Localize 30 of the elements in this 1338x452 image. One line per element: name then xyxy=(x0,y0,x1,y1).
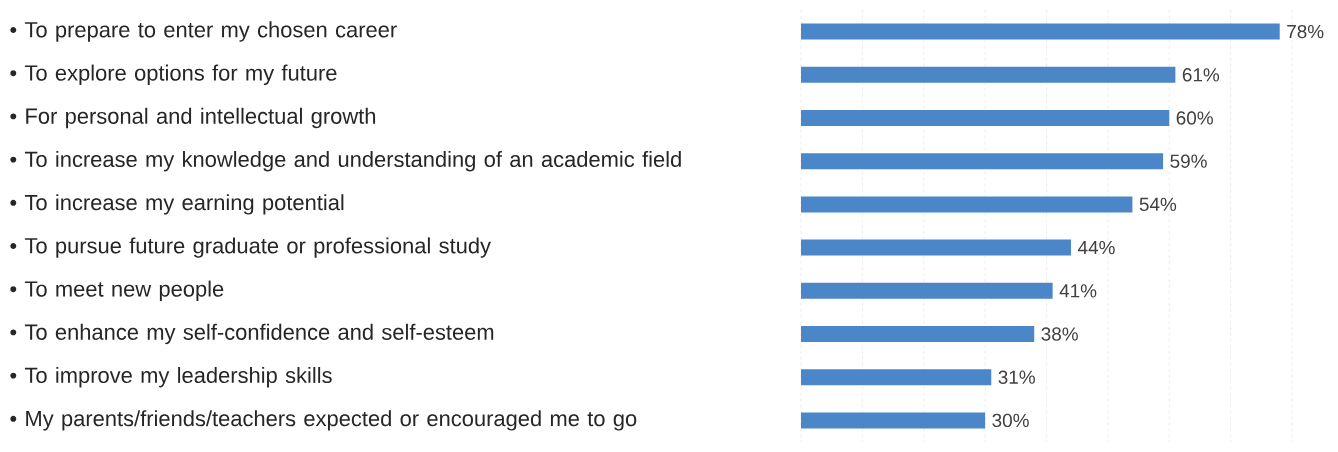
y-tick-label: • To improve my leadership skills xyxy=(10,366,332,388)
y-tick-label: • For personal and intellectual growth xyxy=(10,107,376,129)
bar xyxy=(800,369,992,386)
data-label: 78% xyxy=(1287,24,1324,39)
bar xyxy=(800,196,1133,213)
data-label: 60% xyxy=(1176,111,1213,125)
y-tick-label: • To increase my earning potential xyxy=(10,194,344,215)
data-label: 30% xyxy=(992,413,1029,428)
bar xyxy=(800,412,986,429)
data-label: 61% xyxy=(1182,68,1220,82)
data-label: 59% xyxy=(1170,154,1207,168)
bar xyxy=(800,326,1035,342)
y-tick-label: • To explore options for my future xyxy=(10,64,337,86)
data-label: 44% xyxy=(1077,240,1115,255)
y-tick-label: • To meet new people xyxy=(10,280,224,302)
data-label: 41% xyxy=(1059,284,1097,298)
bar xyxy=(800,239,1072,256)
data-label: 31% xyxy=(998,370,1035,384)
y-tick-label: • To prepare to enter my chosen career xyxy=(10,21,397,42)
data-label: 54% xyxy=(1139,197,1177,212)
y-tick-label: • To enhance my self-confidence and self-esteem xyxy=(10,323,494,345)
bar xyxy=(800,282,1053,299)
data-label: 38% xyxy=(1041,327,1078,341)
bar xyxy=(800,66,1176,83)
bar xyxy=(800,153,1164,170)
bar xyxy=(800,110,1170,126)
y-tick-label: • My parents/friends/teachers expected or encouraged me to go xyxy=(10,410,637,431)
y-tick-label: • To pursue future graduate or professional study xyxy=(10,237,491,258)
y-tick-label: • To increase my knowledge and understanding of an academic field xyxy=(10,150,681,172)
bar xyxy=(800,23,1280,40)
